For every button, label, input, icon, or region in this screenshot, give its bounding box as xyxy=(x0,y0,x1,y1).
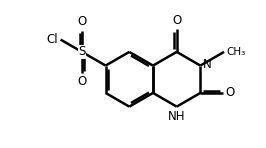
Text: CH₃: CH₃ xyxy=(226,47,246,57)
Text: Cl: Cl xyxy=(47,33,59,46)
Text: S: S xyxy=(78,45,86,58)
Text: O: O xyxy=(225,86,234,99)
Text: NH: NH xyxy=(168,110,185,123)
Text: O: O xyxy=(77,75,86,88)
Text: N: N xyxy=(202,58,211,71)
Text: O: O xyxy=(77,15,86,28)
Text: O: O xyxy=(172,14,181,27)
